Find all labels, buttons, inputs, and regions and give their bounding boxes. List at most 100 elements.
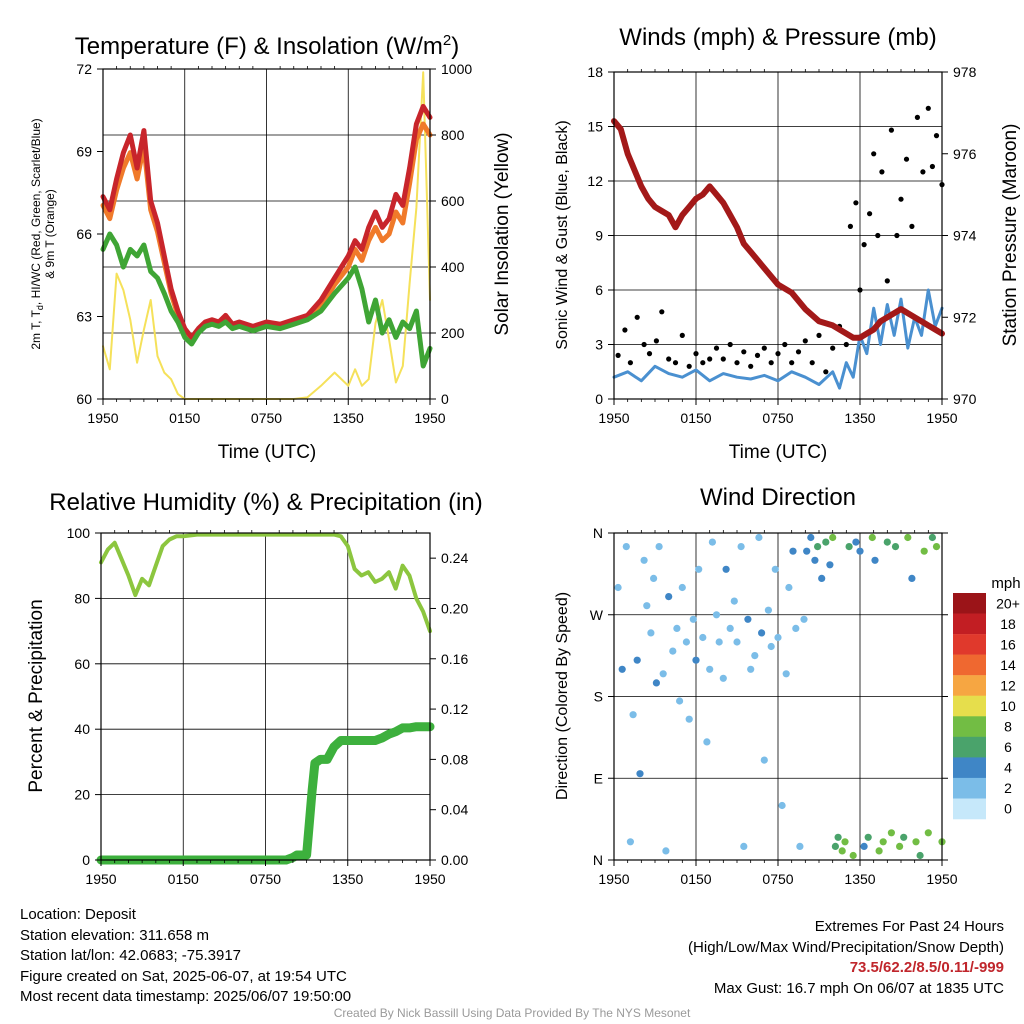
y2-tick-label: 0: [441, 391, 449, 407]
direction-point: [706, 665, 714, 673]
x-tick-label: 1350: [844, 871, 875, 887]
direction-point: [747, 665, 755, 673]
dir-legend: 20+ 18 16 14 12 10 8 6 4 2 0: [953, 593, 1020, 820]
direction-point: [755, 533, 763, 542]
direction-point: [900, 833, 908, 841]
legend-swatch: [953, 716, 986, 738]
direction-point: [673, 624, 681, 633]
dir-ticks: 1950 0150 0750 1350 1950 N E S W N: [590, 525, 958, 887]
direction-point: [908, 574, 916, 583]
gust-point: [847, 223, 854, 229]
y-tick-label: 60: [76, 391, 92, 407]
direction-point: [633, 656, 641, 664]
direction-point: [767, 642, 775, 651]
direction-point: [655, 543, 663, 551]
legend-swatch: [953, 593, 986, 614]
legend-swatch: [953, 654, 986, 676]
y-tick-label: S: [594, 689, 603, 705]
legend-label: 20+: [996, 595, 1020, 611]
direction-point: [650, 574, 658, 583]
y-tick-label: 40: [74, 721, 90, 737]
direction-point: [676, 697, 684, 705]
direction-point: [868, 533, 876, 542]
temp-title: Temperature (F) & Insolation (W/m2): [75, 32, 459, 60]
gust-point: [741, 349, 747, 355]
direction-point: [629, 711, 637, 719]
rh-title: Relative Humidity (%) & Precipitation (i…: [49, 489, 482, 516]
direction-point: [782, 670, 790, 678]
direction-point: [744, 615, 752, 623]
legend-label: 18: [1000, 616, 1016, 632]
gust-point: [634, 314, 640, 320]
extremes-info: Extremes For Past 24 Hours (High/Low/Max…: [688, 917, 1004, 999]
direction-point: [896, 842, 904, 851]
gust-point: [898, 196, 904, 202]
gust-point: [903, 156, 910, 162]
direction-point: [928, 533, 937, 542]
y-tick-label: 15: [587, 119, 603, 135]
dir-panel: Wind Direction 1950 0150 0750 1350 1950 N E S W N…: [554, 484, 1021, 887]
direction-point: [932, 543, 941, 551]
wind-title: Winds (mph) & Pressure (mb): [619, 24, 936, 51]
x-tick-label: 1950: [598, 410, 629, 426]
y-tick-label: E: [594, 770, 603, 786]
gust-point: [830, 345, 836, 351]
gust-point: [909, 223, 915, 229]
extremes-values: 73.5/62.2/8.5/0.11/-999: [849, 959, 1004, 976]
extremes-subtitle: (High/Low/Max Wind/Precipitation/Snow De…: [688, 938, 1004, 956]
gust-point: [768, 360, 774, 366]
direction-point: [774, 633, 782, 642]
y-tick-label: 3: [595, 337, 603, 353]
gust-point: [615, 352, 621, 358]
legend-swatch: [953, 798, 986, 820]
gust-point: [789, 360, 795, 366]
x-tick-label: 0750: [251, 410, 282, 426]
gust-point: [925, 105, 931, 111]
pressure-line: [611, 118, 945, 341]
station-info: Location: Deposit Station elevation: 311…: [20, 905, 351, 1008]
dir-title: Wind Direction: [700, 484, 856, 511]
gust-point: [888, 127, 895, 133]
direction-point: [814, 543, 822, 551]
dewpoint-line: [100, 231, 433, 369]
rh-panel: Relative Humidity (%) & Precipitation (i…: [26, 489, 483, 887]
gust-point: [933, 133, 940, 139]
y-tick-label: 12: [587, 173, 603, 189]
station-location: Location: Deposit: [20, 906, 136, 923]
y-tick-label: 69: [76, 144, 92, 160]
direction-point: [626, 838, 635, 846]
gust-point: [802, 338, 808, 344]
temp-title-end: ): [451, 33, 459, 60]
gust-point: [748, 363, 754, 369]
direction-point: [614, 583, 622, 592]
direction-point: [852, 538, 860, 546]
gust-point: [761, 345, 767, 351]
direction-point: [883, 538, 891, 546]
gust-point: [627, 360, 634, 366]
legend-swatch: [953, 777, 986, 799]
direction-point: [764, 606, 773, 614]
direction-point: [647, 629, 655, 637]
direction-point: [689, 615, 697, 623]
x-tick-label: 1350: [844, 410, 875, 426]
gust-point: [809, 360, 815, 366]
direction-point: [785, 583, 793, 592]
direction-point: [841, 838, 849, 846]
direction-point: [789, 547, 797, 555]
rh-line: [99, 532, 432, 634]
gust-point: [646, 351, 653, 357]
gust-point: [884, 278, 890, 284]
direction-point: [924, 829, 932, 837]
gust-point: [894, 232, 900, 239]
gust-point: [679, 332, 685, 338]
x-tick-label: 0750: [762, 410, 793, 426]
direction-point: [740, 842, 748, 851]
direction-point: [771, 565, 779, 573]
max-gust: Max Gust: 16.7 mph On 06/07 at 1835 UTC: [713, 979, 1004, 997]
direction-point: [618, 665, 626, 673]
x-tick-label: 1950: [414, 410, 445, 426]
direction-point: [875, 847, 883, 855]
direction-point: [703, 738, 711, 746]
y2-tick-label: 0.24: [441, 550, 468, 566]
